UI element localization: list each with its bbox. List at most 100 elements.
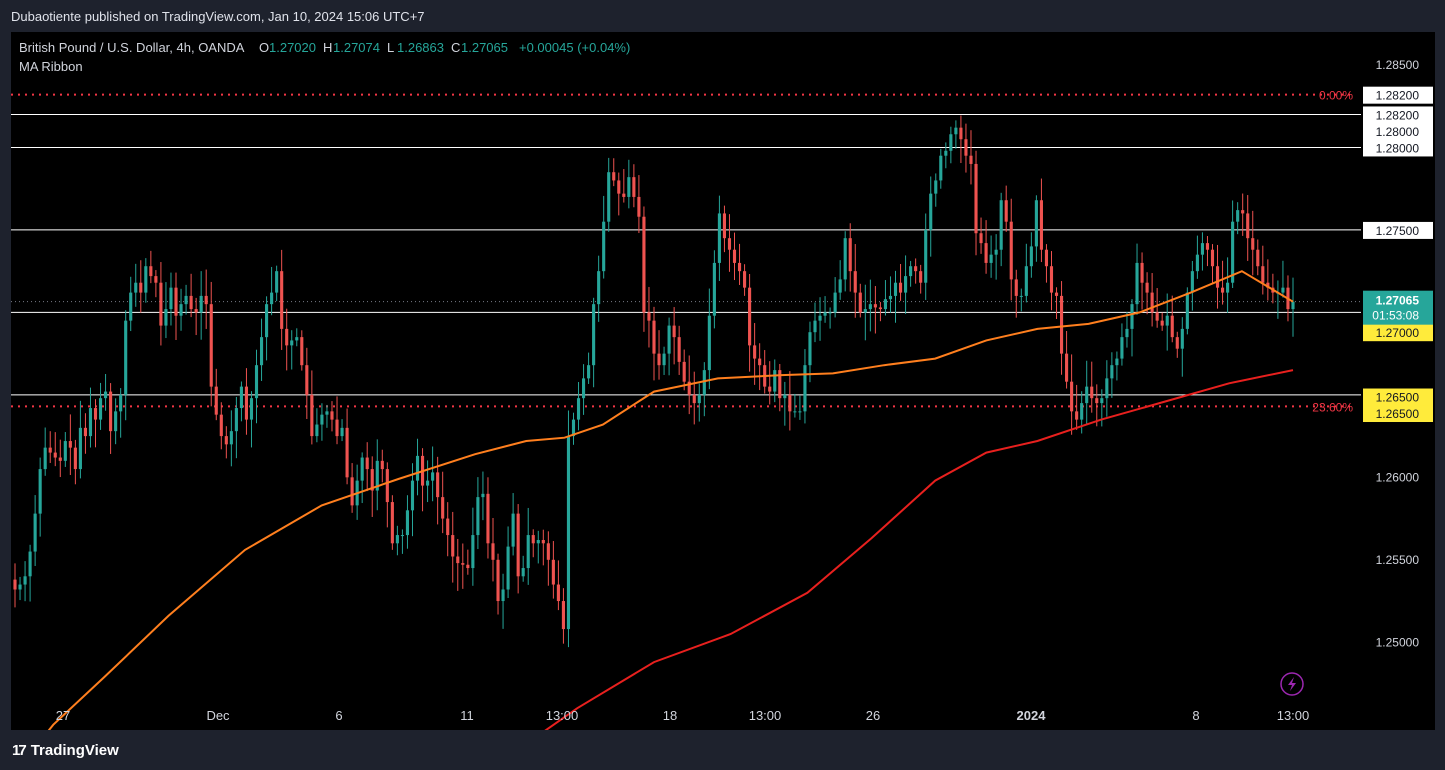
candle-body[interactable] xyxy=(466,564,470,569)
candle-body[interactable] xyxy=(446,518,450,536)
ma-slow-line[interactable] xyxy=(513,369,1294,730)
candle-body[interactable] xyxy=(778,370,782,399)
candle-body[interactable] xyxy=(743,271,747,288)
candle-body[interactable] xyxy=(984,243,988,263)
candle-body[interactable] xyxy=(878,307,882,310)
candle-body[interactable] xyxy=(627,177,631,197)
candle-body[interactable] xyxy=(964,139,968,156)
candle-body[interactable] xyxy=(954,127,958,135)
candle-body[interactable] xyxy=(813,320,817,333)
candle-body[interactable] xyxy=(587,365,591,379)
candle-body[interactable] xyxy=(697,394,701,404)
candle-body[interactable] xyxy=(280,271,284,329)
candle-body[interactable] xyxy=(451,535,455,557)
candle-body[interactable] xyxy=(924,229,928,283)
candle-body[interactable] xyxy=(169,287,173,310)
candle-body[interactable] xyxy=(597,271,601,305)
candle-body[interactable] xyxy=(1075,411,1079,420)
candle-body[interactable] xyxy=(290,340,294,346)
candle-body[interactable] xyxy=(1080,403,1084,420)
tradingview-logo[interactable]: 17 TradingView xyxy=(12,742,119,759)
candle-body[interactable] xyxy=(1130,304,1134,329)
candle-body[interactable] xyxy=(1220,287,1225,293)
candle-body[interactable] xyxy=(667,325,671,354)
candle-body[interactable] xyxy=(360,457,364,481)
candle-body[interactable] xyxy=(335,419,339,437)
candle-body[interactable] xyxy=(717,213,721,263)
candle-body[interactable] xyxy=(516,513,520,577)
candle-body[interactable] xyxy=(893,282,898,296)
candle-body[interactable] xyxy=(803,365,807,412)
candle-body[interactable] xyxy=(602,221,606,272)
candle-body[interactable] xyxy=(431,472,435,481)
candle-body[interactable] xyxy=(692,394,696,404)
candle-body[interactable] xyxy=(541,540,545,544)
candle-body[interactable] xyxy=(944,150,948,156)
candle-body[interactable] xyxy=(214,386,218,415)
candle-body[interactable] xyxy=(244,386,249,420)
candle-body[interactable] xyxy=(259,337,264,366)
price-tag-6[interactable] xyxy=(1363,324,1433,342)
candle-body[interactable] xyxy=(491,543,495,560)
candle-body[interactable] xyxy=(209,304,213,387)
candle-body[interactable] xyxy=(1145,282,1149,293)
candle-body[interactable] xyxy=(647,312,651,321)
candle-body[interactable] xyxy=(969,155,973,164)
candle-body[interactable] xyxy=(1034,200,1038,247)
candle-body[interactable] xyxy=(858,292,862,313)
chart-area[interactable]: British Pound / U.S. Dollar, 4h, OANDA O 1… xyxy=(11,32,1435,730)
candle-body[interactable] xyxy=(1039,200,1043,250)
candle-body[interactable] xyxy=(496,559,500,602)
candle-body[interactable] xyxy=(546,543,550,560)
candle-body[interactable] xyxy=(340,427,344,437)
candle-body[interactable] xyxy=(828,312,832,314)
candle-body[interactable] xyxy=(732,249,737,263)
candle-body[interactable] xyxy=(1004,200,1008,222)
candle-body[interactable] xyxy=(1029,246,1033,267)
candle-body[interactable] xyxy=(974,163,978,234)
candle-body[interactable] xyxy=(818,315,822,321)
candle-body[interactable] xyxy=(154,276,158,283)
candle-body[interactable] xyxy=(914,266,918,272)
candle-body[interactable] xyxy=(1014,279,1018,296)
candle-body[interactable] xyxy=(662,353,666,366)
candle-body[interactable] xyxy=(536,540,540,544)
price-tag-7[interactable] xyxy=(1363,388,1433,406)
candle-body[interactable] xyxy=(1165,315,1169,326)
candle-body[interactable] xyxy=(581,378,586,399)
candle-body[interactable] xyxy=(994,249,998,255)
candle-body[interactable] xyxy=(350,477,354,506)
candle-body[interactable] xyxy=(1210,249,1215,267)
candle-body[interactable] xyxy=(551,559,555,585)
candle-body[interactable] xyxy=(838,279,842,293)
candle-body[interactable] xyxy=(1110,365,1114,379)
candle-body[interactable] xyxy=(375,460,379,491)
candle-body[interactable] xyxy=(1105,378,1109,399)
price-tag-1[interactable] xyxy=(1363,106,1433,124)
candle-body[interactable] xyxy=(1120,337,1124,359)
candle-body[interactable] xyxy=(843,238,847,280)
candle-body[interactable] xyxy=(617,180,621,194)
candle-body[interactable] xyxy=(571,419,576,437)
price-tag-3[interactable] xyxy=(1363,139,1433,157)
candle-body[interactable] xyxy=(1100,398,1104,404)
candle-body[interactable] xyxy=(566,436,571,630)
candle-body[interactable] xyxy=(295,337,299,341)
candle-body[interactable] xyxy=(129,292,133,321)
candle-body[interactable] xyxy=(758,358,762,366)
candle-body[interactable] xyxy=(833,292,837,313)
candle-body[interactable] xyxy=(622,193,626,197)
candle-body[interactable] xyxy=(471,535,475,569)
candle-body[interactable] xyxy=(783,394,787,399)
candle-body[interactable] xyxy=(164,309,168,326)
candle-body[interactable] xyxy=(521,568,525,577)
candle-body[interactable] xyxy=(1200,243,1204,255)
candle-body[interactable] xyxy=(43,447,47,470)
candle-body[interactable] xyxy=(888,295,893,300)
candle-body[interactable] xyxy=(119,394,123,412)
candle-body[interactable] xyxy=(88,408,93,437)
candle-body[interactable] xyxy=(1085,386,1089,404)
candlestick-chart[interactable]: British Pound / U.S. Dollar, 4h, OANDA O 1… xyxy=(11,32,1435,730)
candle-body[interactable] xyxy=(506,546,510,590)
candle-body[interactable] xyxy=(1009,221,1013,280)
